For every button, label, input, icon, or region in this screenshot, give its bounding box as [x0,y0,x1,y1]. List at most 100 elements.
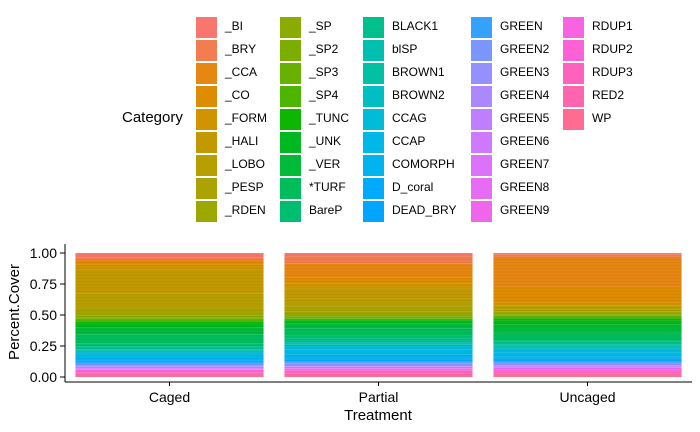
bar-segment [75,369,264,372]
legend-label: BareP [309,203,343,217]
legend-label: GREEN8 [500,180,550,194]
legend-key [363,132,384,153]
legend-label: _BRY [225,42,257,56]
bar-segment [493,306,682,310]
bar-segment [493,360,682,362]
bar-segment [493,314,682,316]
bar-segment [75,366,264,367]
legend-label: _RDEN [225,203,266,217]
bar-segment [284,315,473,317]
bar-segment [75,360,264,362]
bar-segment [493,302,682,306]
bar-segment [75,372,264,374]
legend-label: _UNK [309,134,342,148]
bar-segment [493,318,682,321]
bar-segment [284,358,473,360]
legend-key [196,132,217,153]
legend-key [280,40,301,61]
legend-label: GREEN7 [500,157,550,171]
bar-segment [493,324,682,333]
x-tick-label: Uncaged [559,389,615,405]
bar-segment [493,371,682,374]
bar-segment [75,362,264,364]
bar-segment [75,264,264,270]
legend-key [196,40,217,61]
legend-label: BROWN2 [392,88,445,102]
bar-segment [75,349,264,351]
bar-segment [75,327,264,335]
x-axis-label: Treatment [344,407,413,424]
legend-key [196,201,217,222]
bar-segment [284,369,473,371]
legend-key [471,201,492,222]
legend-key [280,63,301,84]
bar-segment [284,374,473,377]
legend-label: *TURF [309,180,346,194]
legend-key [563,63,584,84]
legend-label: GREEN [500,19,543,33]
bar-segment [284,317,473,319]
bar-segment [493,373,682,375]
bar-segment [75,373,264,375]
bar-segment [493,352,682,357]
bar-segment [493,367,682,369]
legend-key [563,17,584,38]
legend-key [280,201,301,222]
bar-segment [493,367,682,368]
legend-key [471,17,492,38]
legend-key [280,132,301,153]
legend-label: RDUP1 [592,19,633,33]
legend-key [363,86,384,107]
legend-key [471,178,492,199]
bar-segment [284,319,473,321]
bar-segment [75,348,264,350]
legend-key [280,86,301,107]
legend-key [471,132,492,153]
legend-label: DEAD_BRY [392,203,457,217]
x-tick-label: Caged [149,389,190,405]
bar-segment [493,256,682,287]
bar-segment [75,259,264,263]
legend-key [563,109,584,130]
legend-label: GREEN6 [500,134,550,148]
bar-segment [284,256,473,264]
bar-segment [284,361,473,363]
legend-key [471,40,492,61]
bar-segment [493,361,682,363]
legend-label: _FORM [225,111,267,125]
bar-segment [284,311,473,315]
bar-segment [75,350,264,353]
y-tick-label: 0.00 [30,369,57,385]
bar-segment [75,369,264,370]
legend-key [471,86,492,107]
y-tick-label: 0.75 [30,276,57,292]
legend-key [363,17,384,38]
bar-segment [75,365,264,367]
legend-label: RDUP2 [592,42,633,56]
legend-label: _SP3 [309,65,339,79]
y-axis-label: Percent.Cover [6,264,23,360]
legend-key [363,63,384,84]
legend-key [563,86,584,107]
legend-label: CCAG [392,111,427,125]
bar-segment [493,365,682,366]
y-tick-label: 0.50 [30,307,57,323]
legend-key [471,109,492,130]
bar-segment [284,283,473,289]
legend-label: _TUNC [309,111,350,125]
bar-segment [284,368,473,369]
bar-segment [75,307,264,314]
bar-segment [284,335,473,339]
bar-segment [493,253,682,255]
bar-segment [284,362,473,364]
bar-segment [75,321,264,324]
bar-segment [493,341,682,345]
bar-segment [284,298,473,307]
bar-segment [284,359,473,362]
legend-key [196,17,217,38]
bar-segment [284,277,473,284]
legend-label: RDUP3 [592,65,633,79]
legend-label: _VER [309,157,341,171]
bar-segment [493,362,682,364]
legend-label: _BI [225,19,244,33]
